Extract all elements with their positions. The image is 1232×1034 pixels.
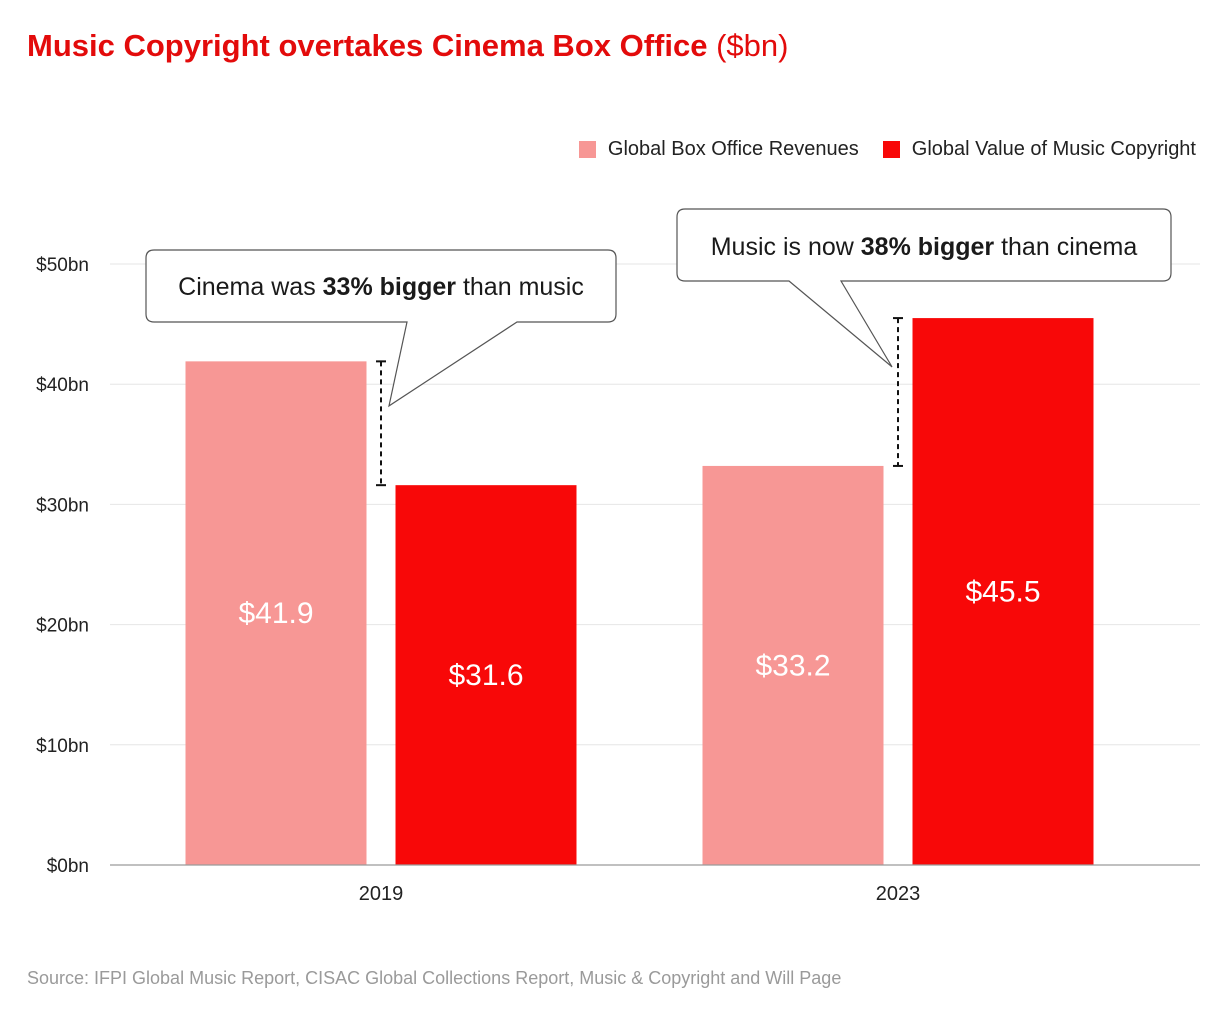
callout-text-post: than music xyxy=(456,273,584,301)
y-tick-label: $50bn xyxy=(36,255,89,276)
x-tick-label: 2019 xyxy=(359,883,404,905)
y-tick-label: $0bn xyxy=(47,856,89,877)
legend-label-music-copyright: Global Value of Music Copyright xyxy=(911,138,1196,160)
chart-title-main: Music Copyright overtakes Cinema Box Off… xyxy=(27,28,708,63)
legend: Global Box Office Revenues Global Value … xyxy=(555,138,1196,161)
callout-text-post: than cinema xyxy=(994,233,1137,261)
source-note: Source: IFPI Global Music Report, CISAC … xyxy=(27,968,842,988)
legend-swatch-box-office xyxy=(578,141,596,158)
chart-title: Music Copyright overtakes Cinema Box Off… xyxy=(27,28,788,64)
y-tick-label: $40bn xyxy=(36,375,89,396)
y-tick-label: $30bn xyxy=(36,495,89,516)
callout-text: Cinema was 33% bigger than music xyxy=(178,273,584,301)
callout-text-bold: 33% bigger xyxy=(323,273,457,301)
legend-swatch-music-copyright xyxy=(882,141,900,158)
y-tick-label: $20bn xyxy=(36,616,89,637)
callout-bubble xyxy=(145,249,617,408)
data-label: $33.2 xyxy=(755,649,830,682)
callout-text-pre: Cinema was xyxy=(178,273,323,301)
callout-text-bold: 38% bigger xyxy=(861,233,995,261)
chart-title-unit: ($bn) xyxy=(716,28,789,63)
callout-text: Music is now 38% bigger than cinema xyxy=(711,233,1138,261)
bar xyxy=(395,485,577,865)
y-tick-label: $10bn xyxy=(36,736,89,757)
legend-item-box-office: Global Box Office Revenues xyxy=(578,138,859,161)
legend-label-box-office: Global Box Office Revenues xyxy=(607,138,859,160)
bar xyxy=(702,465,884,865)
data-label: $45.5 xyxy=(965,576,1040,609)
x-tick-label: 2023 xyxy=(876,883,921,905)
callout-bubble xyxy=(676,208,1172,368)
legend-item-music-copyright: Global Value of Music Copyright xyxy=(882,138,1196,161)
bar xyxy=(185,361,367,865)
bar xyxy=(912,318,1094,866)
data-label: $41.9 xyxy=(238,597,313,630)
callout-text-pre: Music is now xyxy=(711,233,861,261)
data-label: $31.6 xyxy=(448,659,523,692)
